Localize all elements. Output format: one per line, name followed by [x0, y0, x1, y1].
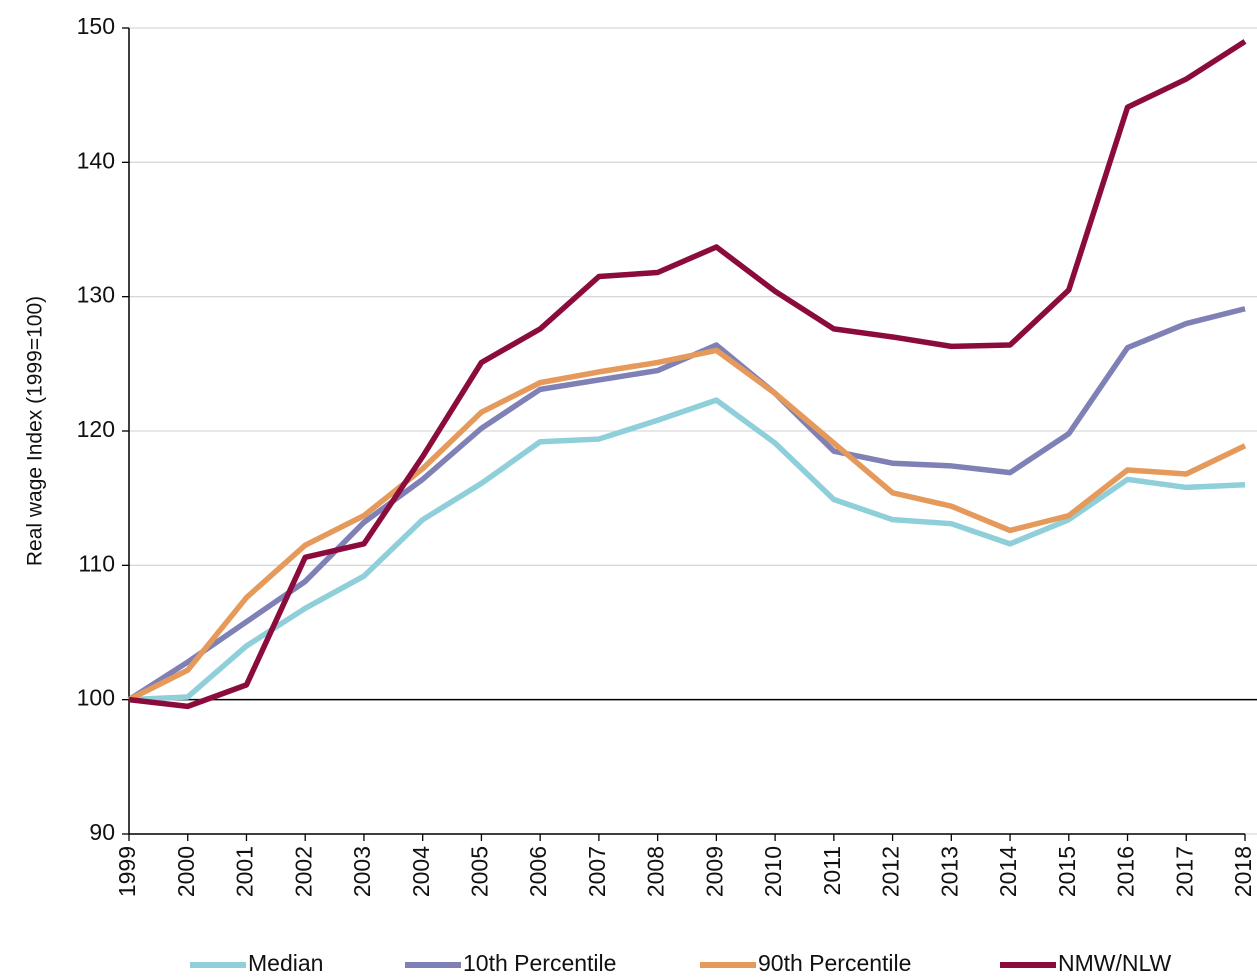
- y-tick-label: 110: [78, 550, 115, 576]
- x-tick-label: 2013: [936, 846, 962, 897]
- x-tick-label: 2005: [466, 846, 492, 897]
- y-tick-label: 90: [89, 819, 115, 845]
- x-tick-label: 2010: [760, 846, 786, 897]
- x-tick-label: 2003: [349, 846, 375, 897]
- x-tick-label: 2016: [1113, 846, 1139, 897]
- x-tick-label: 2002: [290, 846, 316, 897]
- x-tick-label: 2011: [819, 846, 845, 895]
- x-tick-label: 2014: [995, 846, 1021, 897]
- x-tick-label: 2001: [232, 846, 258, 897]
- legend-label: 90th Percentile: [758, 950, 911, 976]
- legend-label: 10th Percentile: [463, 950, 616, 976]
- x-tick-label: 2006: [525, 846, 551, 897]
- y-tick-label: 130: [77, 282, 115, 308]
- x-tick-label: 2007: [584, 846, 610, 897]
- x-tick-label: 2017: [1171, 846, 1197, 897]
- x-tick-label: 2004: [408, 846, 434, 897]
- y-tick-label: 140: [77, 147, 115, 173]
- x-tick-label: 2012: [878, 846, 904, 897]
- series-line: [128, 397, 1246, 703]
- y-axis-label: Real wage Index (1999=100): [24, 296, 47, 566]
- y-tick-label: 120: [77, 416, 115, 442]
- y-tick-label: 100: [77, 685, 115, 711]
- x-tick-label: 2008: [643, 846, 669, 897]
- legend-label: NMW/NLW: [1058, 950, 1172, 976]
- x-tick-label: 2009: [701, 846, 727, 897]
- series-line: [128, 39, 1247, 710]
- y-tick-label: 150: [77, 13, 115, 39]
- legend-label: Median: [248, 950, 323, 976]
- x-tick-label: 2015: [1054, 846, 1080, 897]
- x-tick-label: 1999: [114, 846, 140, 897]
- series-line: [127, 347, 1247, 703]
- x-tick-label: 2000: [173, 846, 199, 897]
- x-tick-label: 2018: [1230, 846, 1256, 897]
- series-line: [127, 306, 1246, 702]
